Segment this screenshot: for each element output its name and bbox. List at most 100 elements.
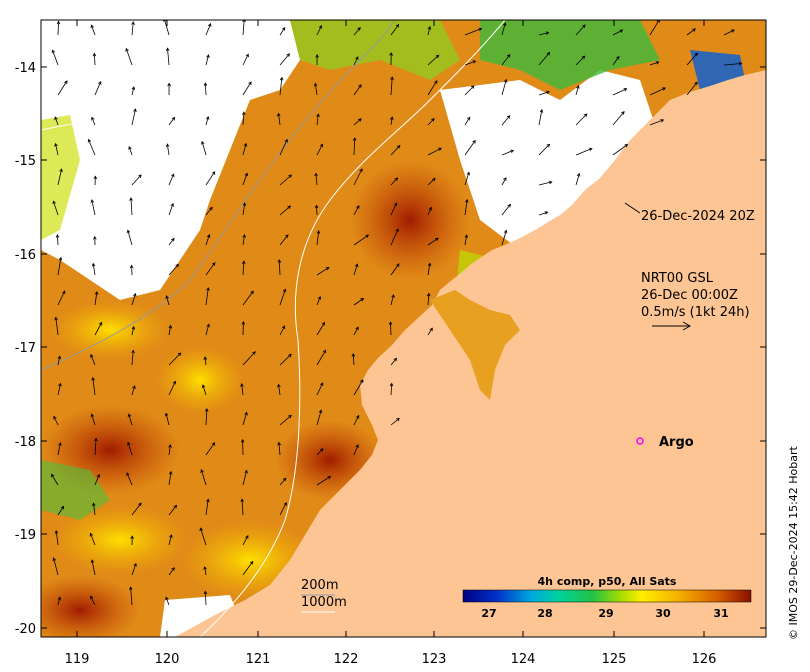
current-vector-arrow	[168, 173, 175, 186]
current-vector-arrow	[427, 207, 432, 216]
current-vector-arrow	[125, 48, 133, 66]
x-axis: 119 120 121 122 123 124 125 126	[65, 20, 716, 667]
current-vector-arrow	[686, 82, 698, 96]
current-vector-arrowhead	[244, 411, 248, 416]
current-vector-arrowhead	[319, 448, 324, 452]
current-vector-arrow	[241, 499, 244, 516]
current-vector-arrowhead	[279, 76, 284, 81]
current-vector-arrowhead	[96, 473, 100, 478]
current-vector-arrow	[279, 205, 291, 216]
colorbar-tick-label: 31	[713, 607, 728, 620]
current-vector-arrowhead	[284, 138, 288, 143]
current-vector-arrowhead	[287, 205, 292, 210]
y-tick: -20	[15, 622, 766, 637]
current-vector-arrowhead	[125, 47, 129, 52]
current-vector-arrow	[353, 137, 356, 156]
current-vector-arrowhead	[93, 235, 97, 240]
current-vector-arrowhead	[126, 229, 131, 234]
current-vector-arrow	[390, 322, 392, 336]
current-vector-arrowhead	[58, 442, 62, 446]
sst-cool-patch	[50, 505, 190, 575]
current-vector-arrowhead	[317, 296, 321, 300]
y-tick-label: -18	[15, 435, 36, 450]
current-vector-arrowhead	[90, 353, 94, 358]
current-vector-arrowhead	[544, 211, 549, 215]
current-vector-arrow	[168, 381, 176, 396]
current-vector-arrowhead	[54, 529, 59, 534]
current-vector-arrow	[130, 197, 133, 216]
current-vector-arrow	[55, 317, 59, 336]
current-vector-arrowhead	[465, 198, 469, 203]
current-vector-arrow	[612, 56, 620, 66]
current-vector-arrowhead	[164, 412, 169, 417]
current-vector-arrowhead	[56, 20, 61, 25]
x-tick: 119	[65, 20, 89, 667]
current-vector-arrow	[205, 324, 210, 336]
current-vector-arrow	[427, 237, 439, 246]
current-vector-arrow	[538, 109, 543, 126]
current-vector-arrowhead	[355, 326, 359, 331]
current-vector-arrowhead	[354, 263, 359, 268]
current-vector-arrow	[686, 53, 698, 66]
current-vector-arrow	[53, 557, 59, 576]
current-vector-arrow	[279, 415, 292, 426]
current-vector-arrow	[242, 261, 245, 276]
current-vector-arrow	[686, 28, 696, 36]
current-vector-arrow	[316, 322, 325, 336]
current-vector-arrowhead	[87, 138, 92, 143]
current-vector-arrow	[131, 21, 134, 36]
current-vector-arrowhead	[694, 52, 698, 57]
current-vector-arrow	[279, 53, 290, 66]
current-vector-arrow	[94, 81, 102, 96]
argo-label: Argo	[659, 435, 694, 450]
current-vector-arrow	[128, 414, 133, 426]
current-vector-arrowhead	[94, 437, 98, 442]
current-vector-arrowhead	[283, 501, 287, 506]
current-vector-arrowhead	[546, 90, 550, 95]
colorbar-tick-label: 30	[655, 607, 671, 620]
current-vector-arrowhead	[133, 292, 137, 297]
x-tick-label: 121	[246, 652, 271, 667]
current-vector-arrow	[390, 358, 397, 366]
current-vector-arrowhead	[209, 206, 213, 211]
current-vector-arrowhead	[314, 172, 318, 177]
current-vector-arrow	[242, 143, 247, 156]
contour-200m	[41, 20, 396, 371]
current-vector-arrow	[93, 503, 96, 516]
current-vector-arrowhead	[92, 52, 97, 57]
current-vector-arrow	[168, 117, 175, 126]
current-vector-arrow	[353, 27, 361, 36]
current-vector-arrow	[55, 530, 59, 546]
current-vector-arrowhead	[321, 321, 326, 326]
current-vector-arrowhead	[171, 116, 176, 121]
x-tick: 121	[246, 20, 271, 667]
current-vector-arrow	[316, 267, 330, 276]
current-vector-arrow	[57, 597, 61, 606]
current-vector-arrow	[93, 53, 96, 66]
current-vector-arrow	[53, 201, 59, 216]
current-vector-arrow	[279, 139, 288, 156]
current-vector-arrow	[464, 60, 476, 66]
current-vector-arrow	[315, 173, 318, 186]
current-vector-arrow	[390, 294, 394, 306]
current-vector-arrowhead	[53, 415, 57, 420]
x-tick: 123	[422, 20, 446, 667]
current-vector-arrowhead	[506, 54, 511, 58]
current-vector-arrowhead	[165, 596, 169, 601]
current-vector-arrowhead	[129, 197, 133, 201]
current-vector-arrowhead	[738, 61, 743, 66]
current-vector-arrowhead	[206, 234, 211, 238]
current-vector-arrow	[316, 410, 322, 426]
current-vector-arrow	[538, 52, 550, 66]
current-vector-arrow	[168, 238, 175, 246]
current-vector-arrowhead	[388, 321, 393, 325]
current-vector-arrowhead	[248, 81, 252, 86]
current-vector-arrowhead	[51, 473, 55, 478]
current-vector-arrowhead	[621, 111, 625, 115]
current-vector-arrow	[279, 77, 283, 96]
current-vector-arrowhead	[240, 382, 244, 387]
current-vector-arrowhead	[131, 325, 136, 330]
estuary-region	[430, 290, 520, 400]
current-vector-arrow	[242, 290, 254, 306]
current-vector-arrow	[427, 293, 430, 306]
